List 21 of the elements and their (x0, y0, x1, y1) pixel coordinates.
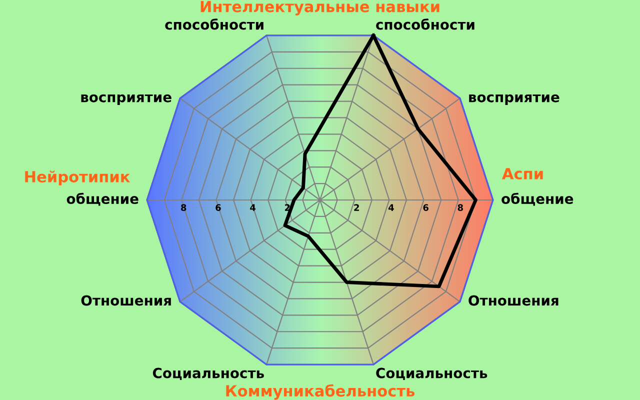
spoke-label: Отношения (468, 295, 558, 306)
spoke-label: способности (376, 18, 474, 30)
y-tick-label: 8 (458, 204, 463, 211)
y-tick-label: 6 (423, 204, 428, 211)
y-tick-label: 6 (216, 204, 221, 211)
spoke-label: Отношения (81, 295, 171, 306)
spoke-label: способности (165, 18, 264, 30)
spoke-label: восприятие (81, 94, 172, 106)
y-tick-label: 8 (181, 204, 186, 211)
spoke-label: Социальность (152, 368, 264, 380)
spoke-label: восприятие (469, 94, 560, 106)
spoke-label: общение (502, 192, 574, 206)
y-tick-label: 2 (354, 204, 359, 211)
spoke-label: Социальность (376, 368, 488, 380)
y-tick-label: 4 (250, 204, 256, 211)
text: Аспи (502, 168, 543, 180)
spoke-label: общение (66, 192, 138, 206)
text: Интеллектуальные навыки (200, 0, 440, 16)
text: Коммуникабельность (226, 384, 415, 400)
y-tick-label: 4 (388, 204, 394, 211)
text: Нейротипик (25, 170, 130, 186)
